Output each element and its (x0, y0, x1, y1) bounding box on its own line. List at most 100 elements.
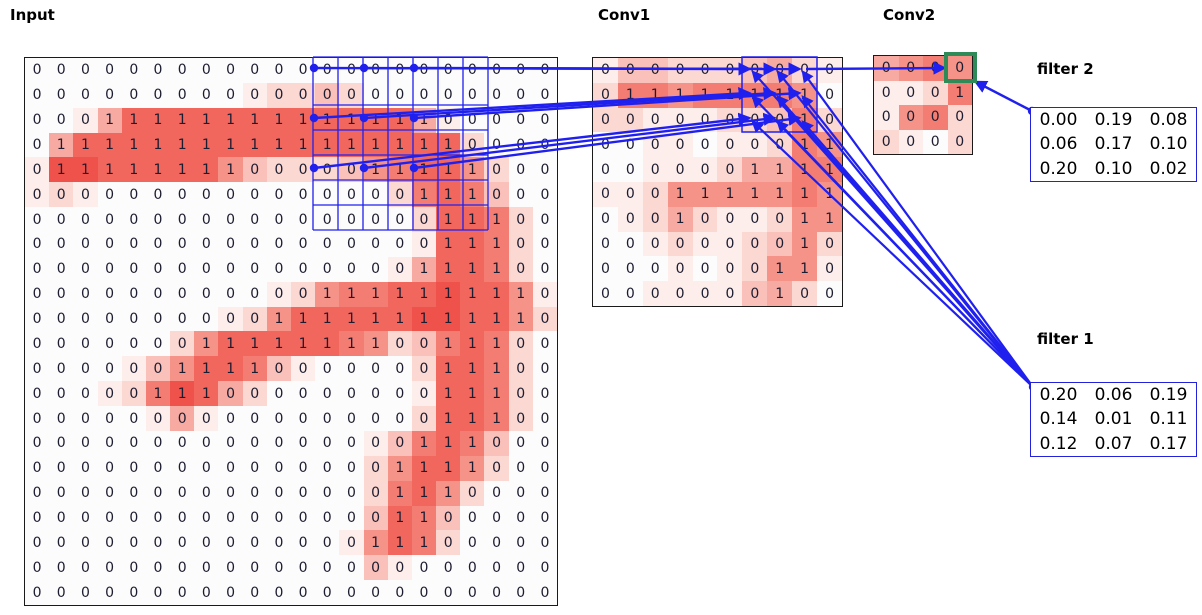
grid-cell: 0 (532, 580, 557, 605)
grid-cell: 0 (194, 555, 219, 581)
grid-cell: 0 (25, 455, 50, 481)
grid-cell: 0 (593, 181, 618, 207)
grid-cell: 0 (692, 231, 718, 257)
grid-cell: 0 (508, 530, 533, 556)
grid-cell: 0 (218, 455, 243, 481)
grid-cell: 0 (315, 182, 340, 208)
grid-cell: 0 (339, 430, 364, 456)
grid-cell: 0 (617, 58, 643, 83)
grid-cell: 0 (49, 430, 74, 456)
grid-cell: 0 (593, 82, 618, 108)
grid-cell: 1 (617, 82, 643, 108)
grid-cell: 0 (532, 107, 557, 133)
grid-cell: 0 (218, 182, 243, 208)
grid-cell: 1 (484, 331, 509, 357)
filter-weight-value: 0.20 (1039, 158, 1078, 179)
grid-cell: 0 (170, 455, 195, 481)
grid-cell: 0 (218, 580, 243, 605)
grid-cell: 1 (817, 132, 842, 158)
grid-cell: 0 (484, 555, 509, 581)
grid-cell: 0 (692, 157, 718, 182)
grid-cell: 0 (170, 530, 195, 556)
grid-cell: 1 (387, 306, 412, 332)
grid-cell: 1 (460, 406, 485, 431)
grid-cell: 0 (121, 555, 146, 581)
grid-cell: 0 (145, 406, 171, 431)
filter1-weights-box: 0.20 0.06 0.19 0.14 0.01 0.11 0.12 0.07 0.17 (1030, 382, 1197, 457)
grid-cell: 0 (25, 256, 50, 282)
grid-cell: 1 (49, 132, 74, 158)
grid-cell: 1 (290, 132, 316, 158)
grid-cell: 0 (170, 207, 195, 233)
grid-cell: 0 (25, 232, 50, 257)
grid-cell: 0 (593, 256, 618, 282)
grid-cell: 0 (742, 206, 768, 232)
filter-weight-value: 0.10 (1094, 158, 1133, 179)
grid-cell: 1 (667, 82, 693, 108)
grid-cell: 0 (339, 480, 364, 506)
grid-cell: 0 (339, 555, 364, 581)
grid-cell: 0 (290, 232, 316, 257)
grid-cell: 1 (436, 281, 461, 307)
grid-cell: 0 (121, 580, 146, 605)
grid-cell: 0 (387, 58, 412, 83)
grid-cell: 0 (817, 256, 842, 282)
grid-cell: 1 (363, 157, 388, 183)
grid-cell: 0 (484, 430, 509, 456)
grid-cell: 0 (25, 430, 50, 456)
grid-cell: 1 (97, 157, 122, 183)
grid-cell: 0 (145, 480, 171, 506)
grid-cell: 0 (460, 107, 485, 133)
grid-cell: 0 (97, 256, 122, 282)
grid-cell: 0 (73, 580, 98, 605)
grid-cell: 0 (460, 58, 485, 83)
grid-cell: 0 (387, 406, 412, 431)
grid-cell: 0 (315, 256, 340, 282)
grid-cell: 0 (532, 455, 557, 481)
grid-cell: 0 (667, 256, 693, 282)
grid-cell: 1 (742, 157, 768, 182)
grid-cell: 1 (121, 107, 146, 133)
grid-cell: 0 (692, 206, 718, 232)
grid-cell: 1 (242, 132, 267, 158)
grid-cell: 0 (363, 406, 388, 431)
grid-cell: 0 (767, 132, 793, 158)
grid-cell: 0 (73, 356, 98, 382)
grid-cell: 0 (363, 580, 388, 605)
grid-cell: 1 (817, 181, 842, 207)
grid-cell: 1 (242, 331, 267, 357)
grid-cell: 0 (593, 281, 618, 306)
grid-cell: 0 (194, 455, 219, 481)
grid-cell: 1 (792, 107, 818, 133)
grid-cell: 0 (363, 555, 388, 581)
grid-cell: 0 (73, 530, 98, 556)
grid-cell: 0 (25, 356, 50, 382)
grid-cell: 1 (767, 181, 793, 207)
grid-cell: 0 (49, 381, 74, 407)
grid-cell: 0 (593, 132, 618, 158)
grid-cell: 1 (436, 306, 461, 332)
grid-cell: 0 (170, 430, 195, 456)
grid-cell: 0 (170, 406, 195, 431)
grid-cell: 0 (532, 207, 557, 233)
grid-cell: 0 (242, 306, 267, 332)
grid-cell: 0 (242, 455, 267, 481)
grid-cell: 1 (484, 356, 509, 382)
grid-cell: 0 (266, 480, 291, 506)
grid-cell: 0 (508, 157, 533, 183)
grid-cell: 1 (742, 82, 768, 108)
grid-cell: 0 (49, 555, 74, 581)
grid-cell: 0 (49, 207, 74, 233)
grid-cell: 0 (642, 107, 668, 133)
grid-cell: 0 (339, 207, 364, 233)
grid-cell: 0 (508, 406, 533, 431)
grid-cell: 0 (97, 430, 122, 456)
grid-cell: 0 (170, 580, 195, 605)
grid-cell: 1 (290, 306, 316, 332)
grid-cell: 1 (411, 306, 437, 332)
grid-cell: 0 (145, 207, 171, 233)
grid-cell: 0 (315, 58, 340, 83)
conv2-highlighted-cell-box (944, 52, 977, 83)
grid-cell: 0 (97, 306, 122, 332)
